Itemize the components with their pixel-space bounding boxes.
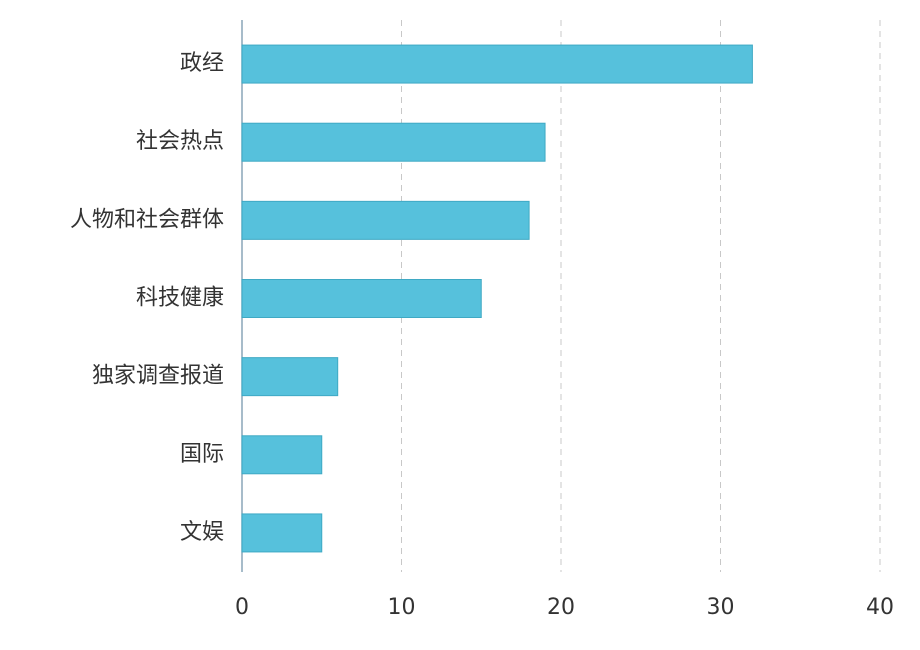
- x-tick-label: 0: [235, 595, 249, 620]
- bar: [241, 513, 323, 553]
- y-tick-label: 文娱: [180, 520, 224, 545]
- x-tick-label: 40: [866, 595, 894, 620]
- y-tick-label: 独家调查报道: [92, 364, 224, 389]
- y-tick-label: 政经: [180, 51, 224, 76]
- bar: [241, 44, 753, 84]
- bar: [241, 279, 482, 318]
- bar: [241, 200, 530, 240]
- bar: [241, 435, 323, 475]
- bar: [241, 357, 339, 397]
- y-tick-label: 国际: [180, 442, 224, 467]
- x-tick-label: 30: [707, 595, 735, 620]
- x-tick-label: 20: [547, 595, 575, 620]
- y-tick-label: 科技健康: [136, 286, 224, 311]
- x-tick-label: 10: [388, 595, 416, 620]
- bar: [241, 122, 546, 162]
- y-tick-label: 人物和社会群体: [70, 207, 224, 232]
- y-tick-label: 社会热点: [136, 129, 224, 154]
